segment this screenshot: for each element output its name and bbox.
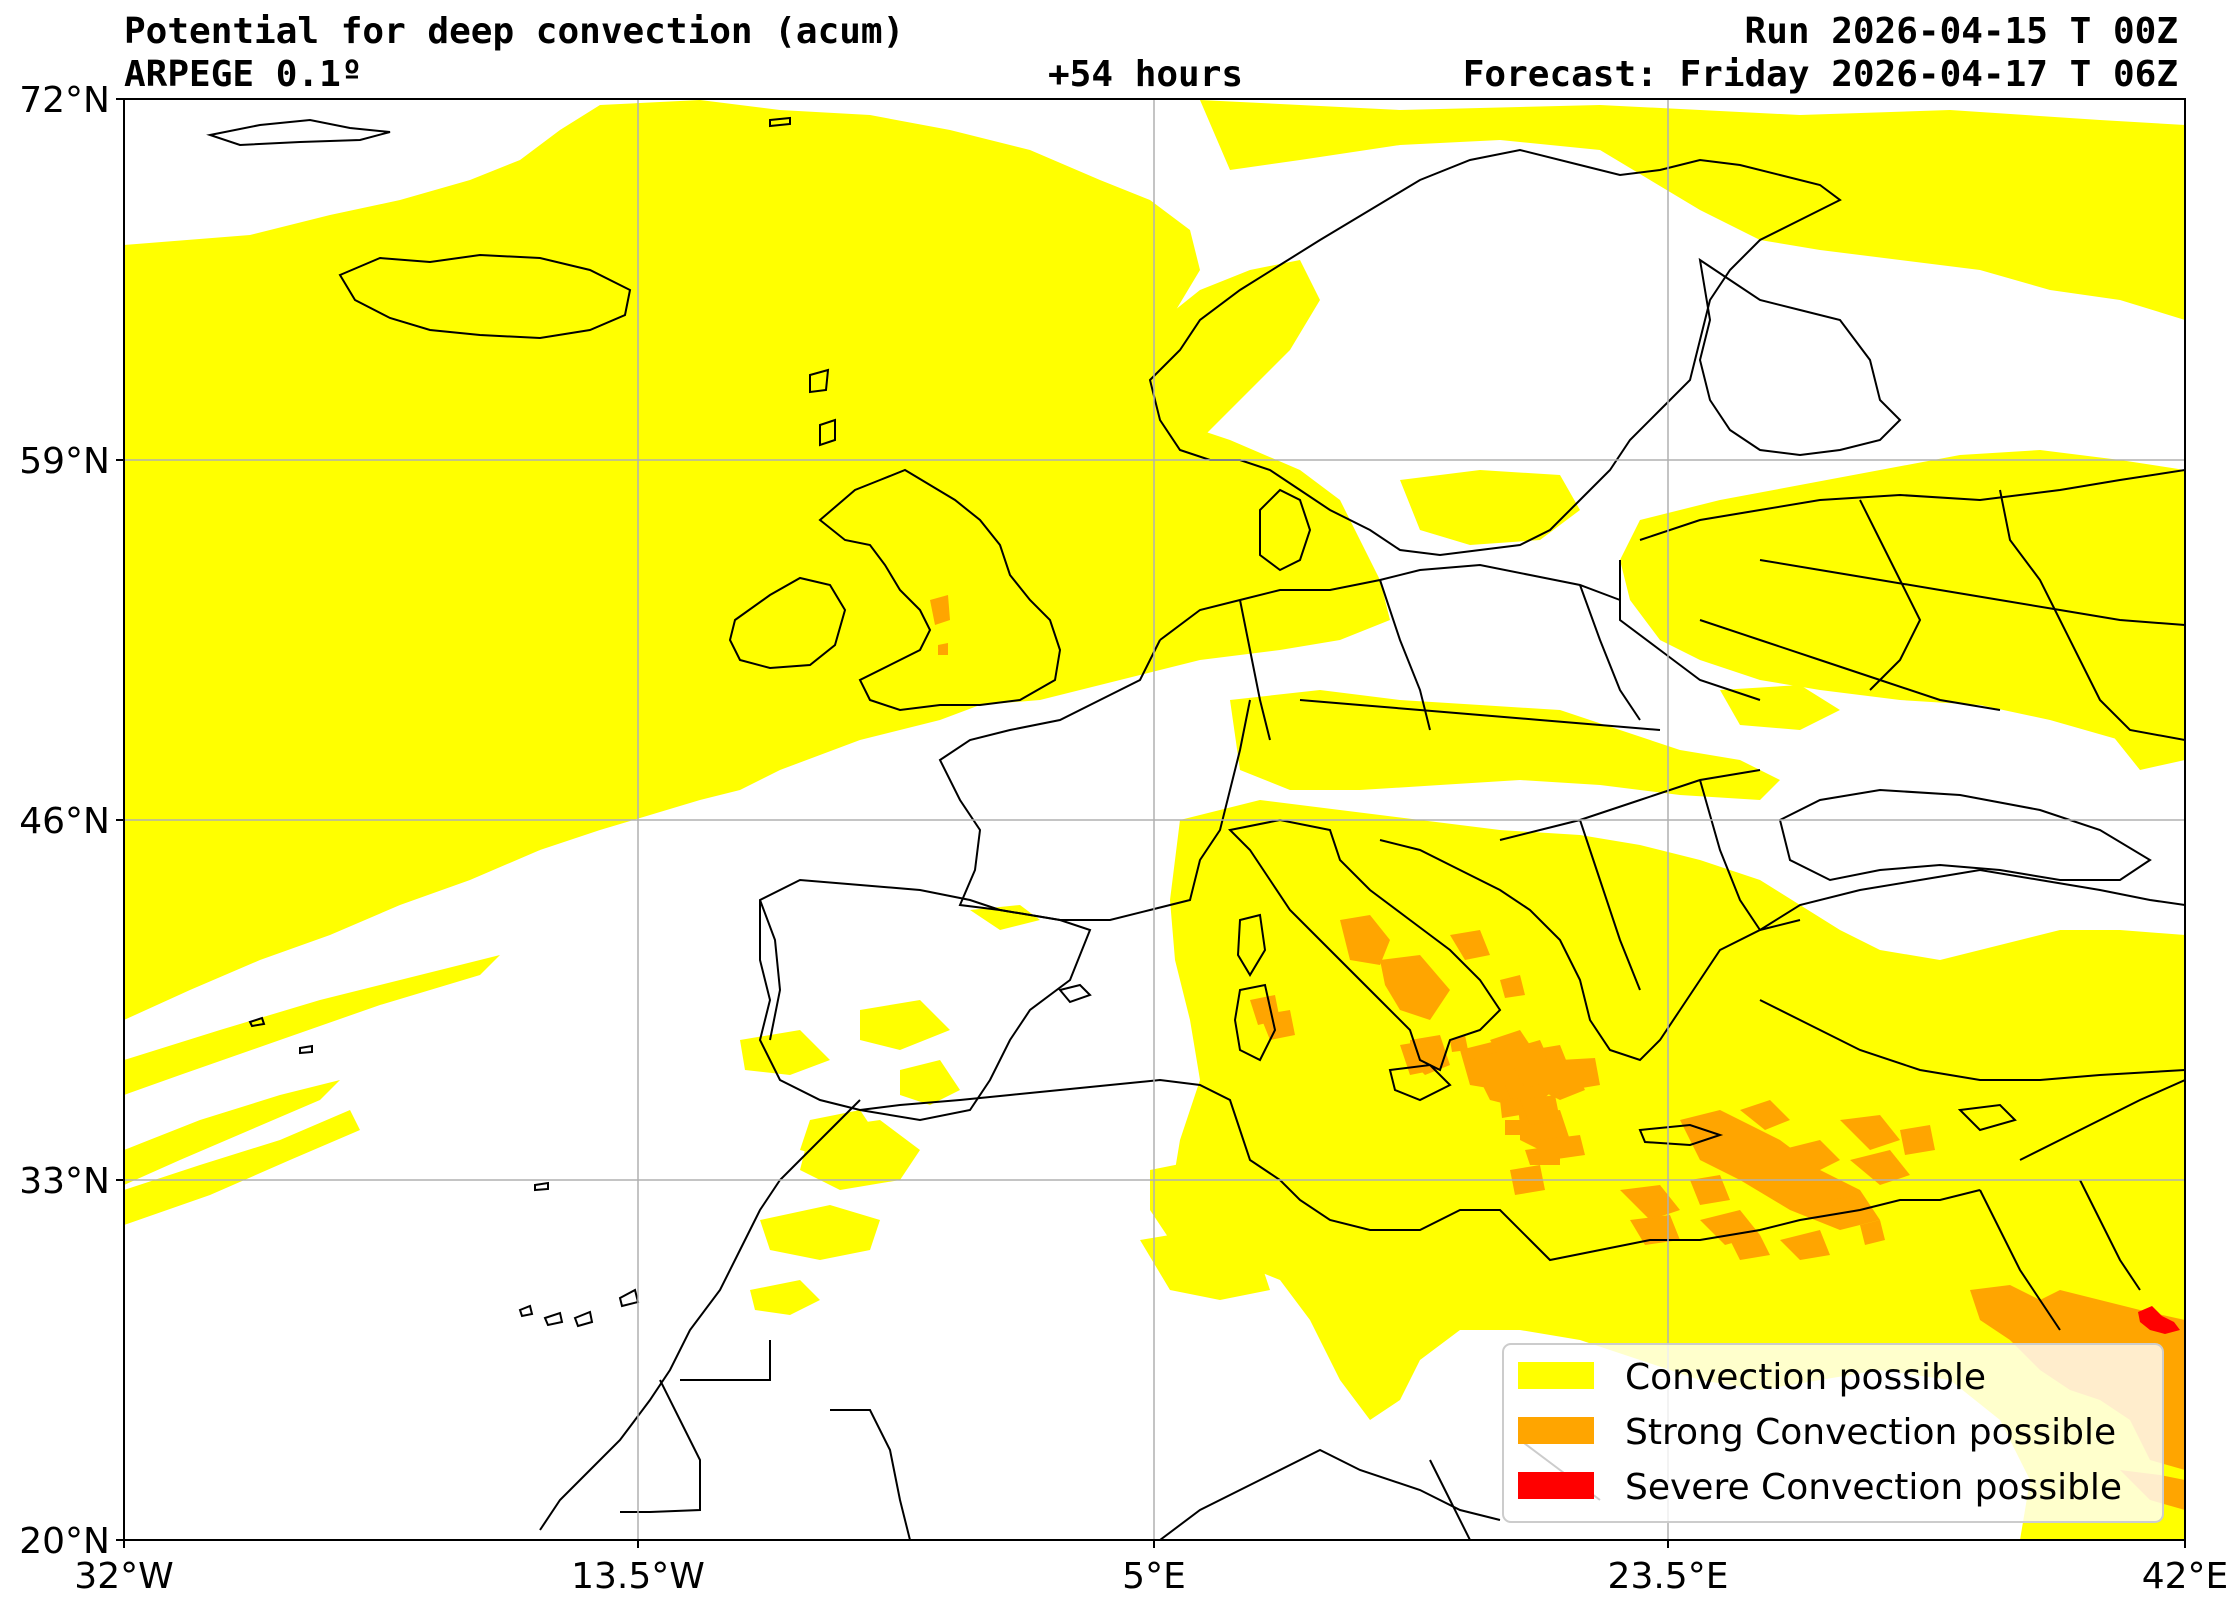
lat-label-59n: 59°N [19, 441, 110, 482]
legend-swatch-convection [1518, 1362, 1594, 1389]
legend-label-convection: Convection possible [1625, 1357, 1986, 1398]
lat-label-46n: 46°N [19, 801, 110, 842]
legend: Convection possible Strong Convection po… [1502, 1343, 2164, 1523]
legend-swatch-strong [1518, 1417, 1594, 1444]
legend-label-strong: Strong Convection possible [1625, 1412, 2116, 1453]
map-title: Potential for deep convection (acum) [124, 11, 905, 52]
lat-label-20n: 20°N [19, 1521, 110, 1562]
lon-label-42e: 42°E [2142, 1556, 2229, 1597]
lat-label-33n: 33°N [19, 1161, 110, 1202]
legend-label-severe: Severe Convection possible [1625, 1467, 2122, 1508]
lon-label-32w: 32°W [74, 1556, 173, 1597]
forecast-valid-label: Forecast: Friday 2026-04-17 T 06Z [1462, 54, 2178, 95]
legend-swatch-severe [1518, 1472, 1594, 1499]
legend-box [1502, 1343, 2164, 1523]
coastlines-borders [206, 116, 2185, 1540]
lat-label-72n: 72°N [19, 80, 110, 121]
lon-label-13-5w: 13.5°W [571, 1556, 705, 1597]
map-plot-area [124, 99, 2185, 1540]
lon-label-23-5e: 23.5°E [1608, 1556, 1729, 1597]
run-label: Run 2026-04-15 T 00Z [1744, 11, 2178, 52]
severe-convection-areas [2138, 1306, 2180, 1334]
tick-marks [116, 98, 2186, 1548]
lead-time-label: +54 hours [1048, 54, 1244, 95]
model-label: ARPEGE 0.1º [124, 54, 363, 95]
lon-label-5e: 5°E [1122, 1556, 1186, 1597]
graticule [124, 99, 2185, 1540]
